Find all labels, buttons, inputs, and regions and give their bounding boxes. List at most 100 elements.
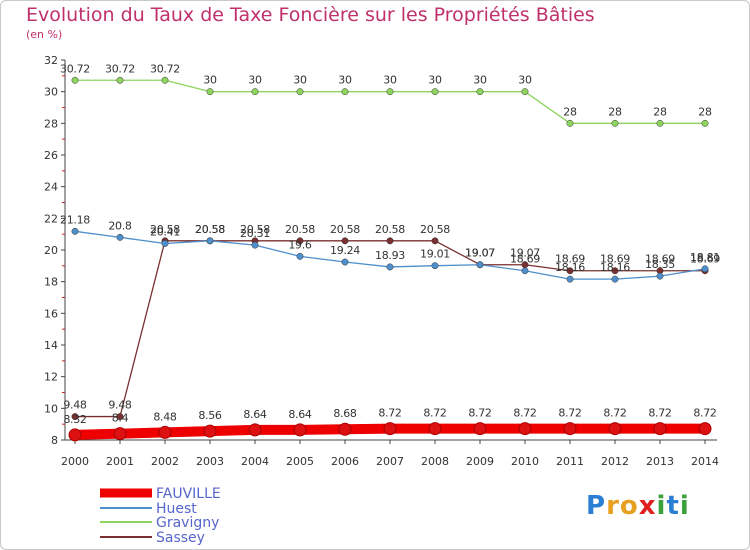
data-point-fauville: [203, 424, 217, 438]
y-tick-label: 12: [44, 371, 58, 384]
y-tick-label: 26: [44, 149, 58, 162]
data-point-fauville: [698, 422, 712, 436]
data-point-huest: [341, 258, 349, 266]
data-label-gravigny: 30: [428, 74, 442, 87]
logo-letter: t: [666, 491, 680, 521]
data-label-gravigny: 30: [293, 74, 307, 87]
data-point-huest: [611, 275, 619, 283]
data-label-gravigny: 28: [653, 105, 667, 118]
data-label-sassey: 20.58: [420, 223, 450, 236]
data-label-huest: 18.69: [510, 253, 540, 266]
data-point-huest: [476, 261, 484, 269]
x-tick-label: 2011: [556, 455, 584, 468]
data-point-huest: [296, 252, 304, 260]
data-label-huest: 20.31: [240, 227, 270, 240]
data-label-sassey: 19.07: [510, 247, 540, 260]
y-tick-label: 30: [44, 86, 58, 99]
data-label-huest: 19.01: [420, 248, 450, 261]
data-label-huest: 19.24: [330, 244, 360, 257]
data-point-gravigny: [71, 76, 79, 84]
data-label-sassey: 19.07: [465, 247, 495, 260]
data-point-fauville: [473, 422, 487, 436]
data-label-gravigny: 30: [203, 74, 217, 87]
data-label-fauville: 8.72: [468, 407, 491, 420]
data-point-gravigny: [386, 88, 394, 96]
data-point-gravigny: [521, 88, 529, 96]
x-tick-label: 2001: [106, 455, 134, 468]
y-tick-label: 20: [44, 244, 58, 257]
data-point-sassey: [566, 267, 574, 275]
x-tick-label: 2009: [466, 455, 494, 468]
logo-letter: r: [606, 491, 620, 521]
data-label-fauville: 8.72: [558, 407, 581, 420]
data-point-gravigny: [566, 119, 574, 127]
x-tick-label: 2005: [286, 455, 314, 468]
data-label-huest: 19.07: [465, 247, 495, 260]
data-label-huest: 18.16: [555, 261, 585, 274]
x-tick-label: 2010: [511, 455, 539, 468]
data-label-gravigny: 30: [473, 74, 487, 87]
x-tick-label: 2002: [151, 455, 179, 468]
data-point-gravigny: [431, 88, 439, 96]
data-point-gravigny: [656, 119, 664, 127]
data-label-sassey: 18.69: [555, 253, 585, 266]
y-tick-label: 8: [51, 434, 58, 447]
y-tick-label: 18: [44, 276, 58, 289]
data-point-gravigny: [476, 88, 484, 96]
data-label-fauville: 8.72: [648, 407, 671, 420]
x-tick-label: 2007: [376, 455, 404, 468]
y-tick-label: 28: [44, 117, 58, 130]
y-tick-label: 16: [44, 307, 58, 320]
data-point-fauville: [608, 422, 622, 436]
data-label-fauville: 8.72: [693, 407, 716, 420]
data-point-gravigny: [161, 76, 169, 84]
data-label-fauville: 8.32: [63, 413, 86, 426]
data-label-huest: 18.81: [690, 251, 720, 264]
data-label-gravigny: 30.72: [150, 62, 180, 75]
data-point-gravigny: [116, 76, 124, 84]
data-label-sassey: 9.48: [108, 399, 132, 412]
logo-letter: x: [638, 491, 657, 521]
data-label-fauville: 8.64: [243, 408, 267, 421]
data-label-fauville: 8.48: [153, 410, 177, 423]
logo-letter: P: [586, 491, 607, 521]
data-point-huest: [521, 267, 529, 275]
data-label-fauville: 8.64: [288, 408, 312, 421]
data-label-sassey: 20.58: [240, 223, 270, 236]
data-point-huest: [566, 275, 574, 283]
data-point-huest: [206, 237, 214, 245]
data-label-sassey: 20.58: [150, 223, 180, 236]
data-label-sassey: 20.58: [330, 223, 360, 236]
data-point-sassey: [341, 237, 349, 245]
x-tick-label: 2004: [241, 455, 269, 468]
y-axis-unit: (en %): [26, 28, 63, 41]
data-point-gravigny: [341, 88, 349, 96]
legend-label-gravigny: Gravigny: [156, 515, 220, 531]
y-tick-label: 32: [44, 54, 58, 67]
data-label-fauville: 8.72: [603, 407, 626, 420]
data-label-gravigny: 28: [698, 105, 712, 118]
data-label-fauville: 8.68: [333, 407, 357, 420]
data-label-sassey: 20.58: [195, 223, 225, 236]
data-label-fauville: 8.4: [112, 412, 129, 425]
proxiti-logo: Proxiti: [586, 491, 690, 521]
y-tick-label: 14: [44, 339, 58, 352]
data-label-gravigny: 28: [563, 105, 577, 118]
data-point-huest: [161, 240, 169, 247]
data-point-sassey: [296, 237, 304, 245]
logo-letter: i: [656, 491, 667, 521]
y-tick-label: 10: [44, 402, 58, 415]
data-label-huest: 20.41: [150, 226, 180, 239]
chart-title: Evolution du Taux de Taxe Foncière sur l…: [26, 4, 595, 26]
x-tick-label: 2006: [331, 455, 359, 468]
data-label-sassey: 20.58: [375, 223, 405, 236]
data-label-sassey: 9.48: [63, 399, 87, 412]
x-tick-label: 2003: [196, 455, 224, 468]
data-label-fauville: 8.56: [198, 409, 222, 422]
data-label-huest: 19.6: [288, 238, 312, 251]
data-point-fauville: [428, 422, 442, 436]
data-point-gravigny: [296, 88, 304, 96]
data-point-huest: [116, 233, 124, 241]
data-label-sassey: 18.69: [600, 253, 630, 266]
